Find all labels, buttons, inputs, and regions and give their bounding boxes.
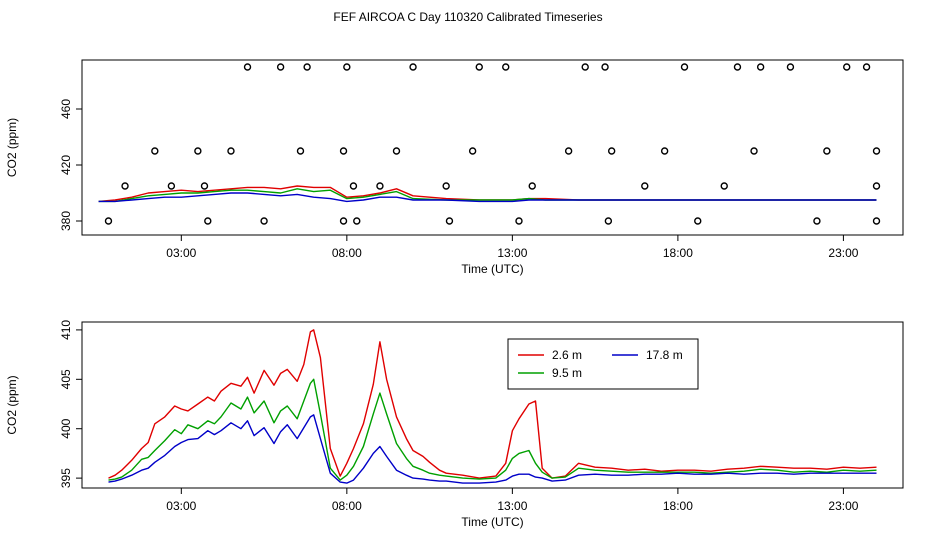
- cal-point: [121, 182, 129, 190]
- cal-point: [349, 182, 358, 190]
- x-axis-label: Time (UTC): [461, 515, 523, 529]
- cal-point: [343, 63, 351, 71]
- series-line-2-6-m: [108, 329, 877, 479]
- legend-entry: 2.6 m: [552, 348, 582, 362]
- cal-point: [872, 182, 881, 190]
- figure-title: FEF AIRCOA C Day 110320 Calibrated Times…: [333, 10, 603, 24]
- y-tick-label: 400: [59, 418, 73, 438]
- legend-entry: 9.5 m: [552, 366, 582, 380]
- cal-point: [339, 217, 348, 225]
- cal-point: [260, 217, 268, 225]
- cal-point: [475, 63, 483, 71]
- cal-point: [468, 147, 477, 155]
- y-tick-label: 405: [59, 369, 73, 389]
- cal-point: [581, 63, 589, 71]
- cal-point: [733, 63, 742, 71]
- cal-point: [104, 217, 113, 225]
- x-tick-label: 03:00: [166, 246, 196, 260]
- y-tick-label: 380: [59, 211, 73, 231]
- cal-point: [813, 217, 821, 225]
- cal-point: [502, 63, 510, 71]
- cal-point: [515, 217, 523, 225]
- series-line-9-5-m: [108, 378, 877, 481]
- y-axis-label: CO2 (ppm): [5, 375, 19, 434]
- legend-box: [507, 338, 699, 390]
- cal-point: [607, 147, 616, 155]
- cal-point: [786, 63, 795, 71]
- cal-point: [823, 147, 831, 155]
- cal-point: [843, 63, 851, 71]
- cal-point: [303, 63, 311, 71]
- x-tick-label: 13:00: [497, 246, 527, 260]
- x-tick-label: 08:00: [332, 499, 362, 513]
- cal-point: [376, 182, 384, 190]
- cal-point: [528, 182, 536, 190]
- cal-point: [353, 217, 361, 225]
- cal-point: [204, 217, 212, 225]
- cal-point: [339, 147, 348, 155]
- x-tick-label: 23:00: [828, 499, 858, 513]
- cal-point: [694, 217, 702, 225]
- x-tick-label: 13:00: [497, 499, 527, 513]
- cal-point: [442, 182, 450, 190]
- cal-point: [660, 147, 669, 155]
- cal-point: [601, 63, 609, 71]
- y-axis-label: CO2 (ppm): [5, 118, 19, 177]
- cal-point: [167, 182, 176, 190]
- cal-point: [296, 147, 305, 155]
- y-tick-label: 420: [59, 155, 73, 175]
- series-line-17-8-m: [108, 414, 877, 484]
- series-line-17-8-m: [98, 192, 877, 203]
- x-tick-label: 18:00: [663, 499, 693, 513]
- y-tick-label: 460: [59, 99, 73, 119]
- bottom-panel: 03:00 08:00 13:00 18:00 23:00 395 400 405 410 Tim…: [5, 320, 904, 529]
- cal-point: [641, 182, 649, 190]
- cal-point: [720, 182, 728, 190]
- y-tick-label: 410: [59, 320, 73, 340]
- cal-point: [200, 182, 209, 190]
- cal-point: [392, 147, 401, 155]
- x-tick-label: 08:00: [332, 246, 362, 260]
- top-panel: 03:00 08:00 13:00 18:00 23:00 380 420 460 Time (…: [5, 59, 904, 276]
- cal-point: [750, 147, 758, 155]
- legend-entry: 17.8 m: [646, 348, 683, 362]
- x-axis-label: Time (UTC): [461, 262, 523, 276]
- y-tick-label: 395: [59, 468, 73, 488]
- plot-frame: [81, 321, 904, 489]
- cal-point: [862, 63, 871, 71]
- x-tick-label: 03:00: [166, 499, 196, 513]
- cal-point: [564, 147, 573, 155]
- cal-point: [409, 63, 417, 71]
- cal-point: [276, 63, 285, 71]
- cal-point: [872, 147, 881, 155]
- x-tick-label: 23:00: [828, 246, 858, 260]
- cal-point: [151, 147, 159, 155]
- cal-point: [227, 147, 235, 155]
- cal-point: [680, 63, 689, 71]
- cal-point: [872, 217, 881, 225]
- cal-point: [243, 63, 252, 71]
- cal-point: [756, 63, 765, 71]
- cal-point: [445, 217, 454, 225]
- cal-point: [604, 217, 613, 225]
- plot-frame: [81, 59, 904, 236]
- x-tick-label: 18:00: [663, 246, 693, 260]
- cal-point: [194, 147, 202, 155]
